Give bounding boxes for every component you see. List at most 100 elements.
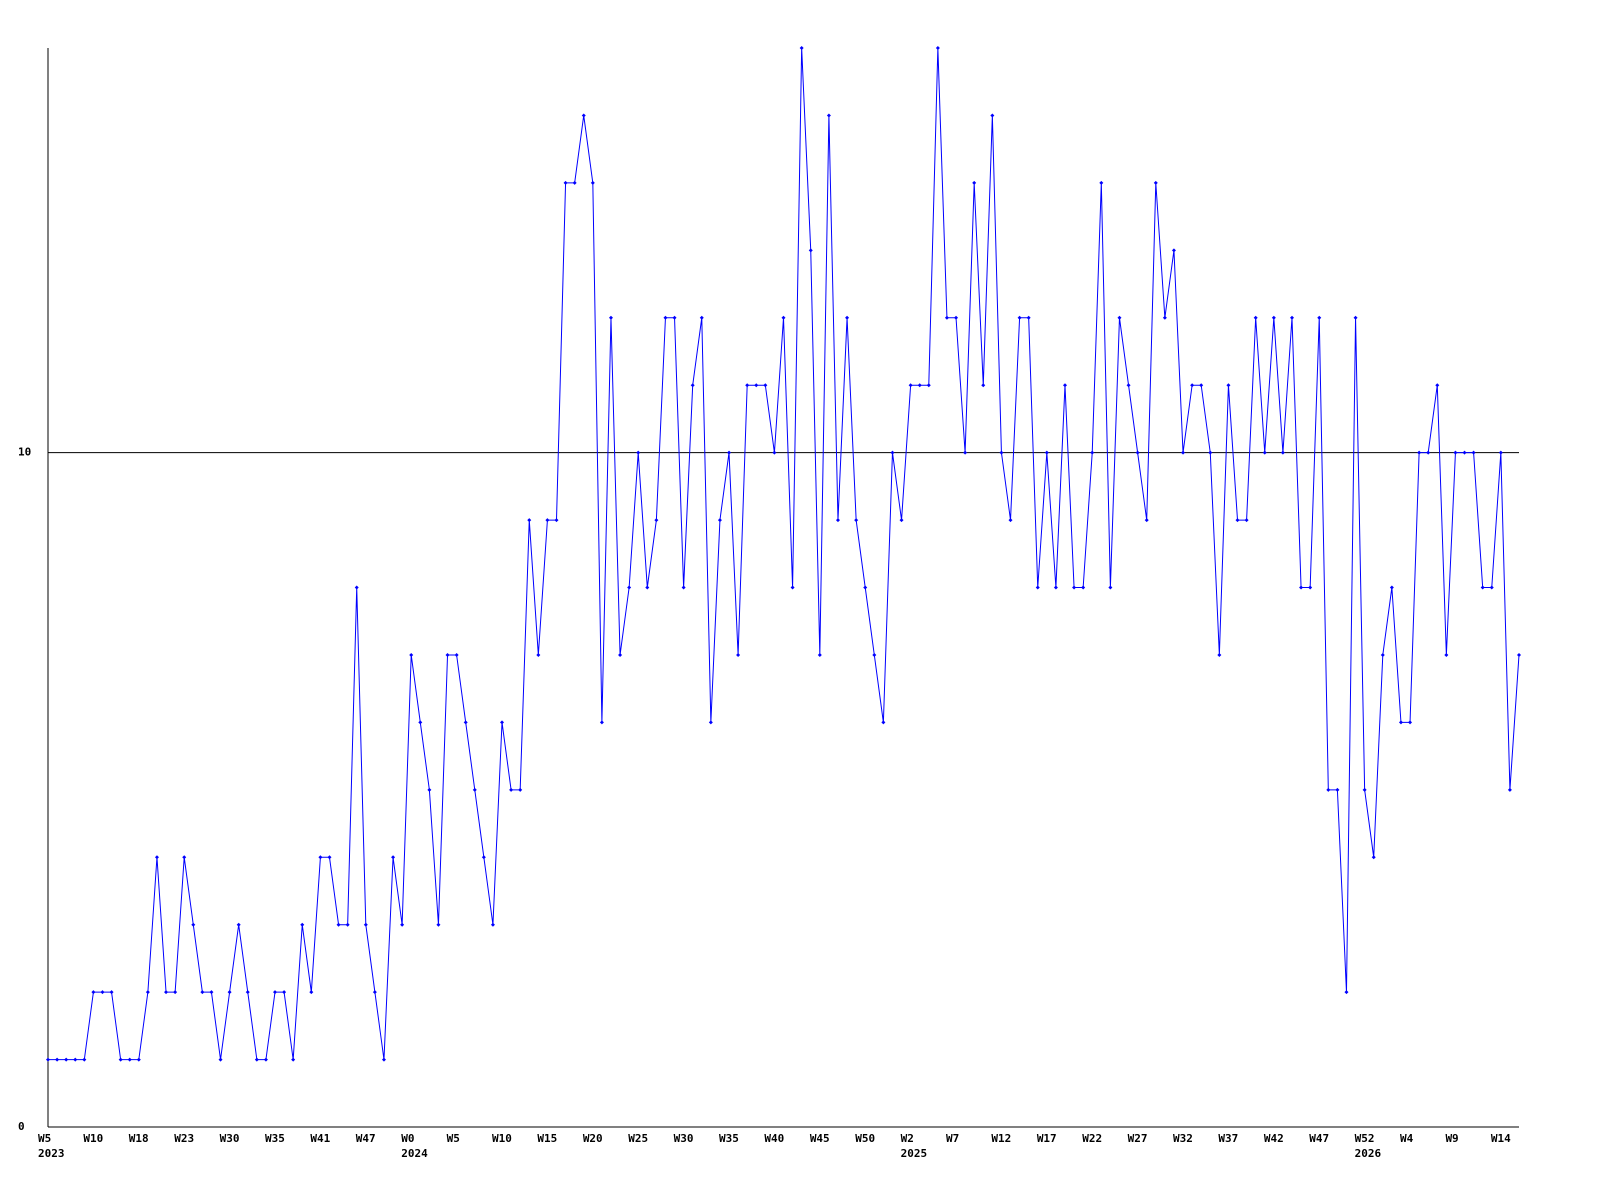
data-point (1389, 585, 1394, 590)
data-line (48, 47, 1520, 1061)
data-point (854, 518, 859, 523)
data-point (127, 1057, 132, 1062)
data-point (1271, 315, 1276, 320)
data-point (826, 113, 831, 118)
data-point (118, 1057, 123, 1062)
x-tick-label: W5 (447, 1132, 460, 1145)
data-point (1507, 787, 1512, 792)
data-point (835, 518, 840, 523)
data-point (1380, 652, 1385, 657)
data-point (963, 450, 968, 455)
data-point (1517, 652, 1521, 657)
data-point (318, 855, 323, 860)
data-point (1017, 315, 1022, 320)
data-point (599, 720, 604, 725)
data-point (1044, 450, 1049, 455)
x-tick-label: W30 (674, 1132, 694, 1145)
data-point (1426, 450, 1431, 455)
data-point (1053, 585, 1058, 590)
data-point (944, 315, 949, 320)
data-point (899, 518, 904, 523)
data-point (363, 922, 368, 927)
x-tick-label: W23 (174, 1132, 194, 1145)
data-point (572, 180, 577, 185)
data-point (1317, 315, 1322, 320)
data-point (717, 518, 722, 523)
x-tick-label: W4 (1400, 1132, 1414, 1145)
y-tick-label: 10 (18, 446, 31, 459)
x-tick-label: W10 (83, 1132, 103, 1145)
data-point (418, 720, 423, 725)
data-point (282, 990, 287, 995)
data-point (254, 1057, 259, 1062)
data-point (699, 315, 704, 320)
data-point (191, 922, 196, 927)
x-tick-label: W27 (1128, 1132, 1148, 1145)
data-point (608, 315, 613, 320)
data-point (554, 518, 559, 523)
data-point (581, 113, 586, 118)
x-tick-label: W47 (356, 1132, 376, 1145)
data-point (509, 787, 514, 792)
data-point (1326, 787, 1331, 792)
data-point (890, 450, 895, 455)
x-tick-label: W37 (1218, 1132, 1238, 1145)
data-point (917, 383, 922, 388)
x-tick-label: W35 (719, 1132, 739, 1145)
data-point (1108, 585, 1113, 590)
data-point (1462, 450, 1467, 455)
x-tick-label: W2 (901, 1132, 914, 1145)
data-point (863, 585, 868, 590)
x-tick-label: W5 (38, 1132, 51, 1145)
x-tick-label: W9 (1445, 1132, 1458, 1145)
data-point (1280, 450, 1285, 455)
data-point (463, 720, 468, 725)
data-point (708, 720, 713, 725)
data-point (182, 855, 187, 860)
data-point (736, 652, 741, 657)
x-tick-label: W42 (1264, 1132, 1284, 1145)
x-tick-label: W41 (310, 1132, 330, 1145)
x-tick-label: W15 (537, 1132, 557, 1145)
data-point (145, 990, 150, 995)
data-point (545, 518, 550, 523)
data-point (1244, 518, 1249, 523)
data-point (209, 990, 214, 995)
x-tick-label: W35 (265, 1132, 285, 1145)
data-point (817, 652, 822, 657)
data-point (372, 990, 377, 995)
x-tick-label: W45 (810, 1132, 830, 1145)
data-point (1344, 990, 1349, 995)
data-point (1335, 787, 1340, 792)
data-point (164, 990, 169, 995)
x-tick-label: W0 (401, 1132, 414, 1145)
data-point (1253, 315, 1258, 320)
data-point (1090, 450, 1095, 455)
data-point (1262, 450, 1267, 455)
data-point (82, 1057, 87, 1062)
data-point (1371, 855, 1376, 860)
data-point (536, 652, 541, 657)
data-point (100, 990, 105, 995)
data-point (645, 585, 650, 590)
data-point (1153, 180, 1158, 185)
data-point (1008, 518, 1013, 523)
x-tick-label: W25 (628, 1132, 648, 1145)
data-point (935, 46, 940, 50)
data-point (518, 787, 523, 792)
data-point (1226, 383, 1231, 388)
data-point (173, 990, 178, 995)
x-tick-label: W52 (1355, 1132, 1375, 1145)
data-point (745, 383, 750, 388)
data-point (1171, 248, 1176, 253)
data-point (436, 922, 441, 927)
data-point (1144, 518, 1149, 523)
data-point (999, 450, 1004, 455)
x-tick-label: W30 (220, 1132, 240, 1145)
x-tick-label: W22 (1082, 1132, 1102, 1145)
data-point (154, 855, 159, 860)
x-tick-label: W12 (991, 1132, 1011, 1145)
data-point (73, 1057, 78, 1062)
data-point (1190, 383, 1195, 388)
data-point (481, 855, 486, 860)
